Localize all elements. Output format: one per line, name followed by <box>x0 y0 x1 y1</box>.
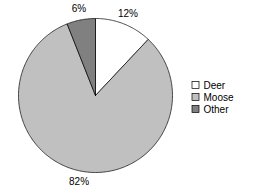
svg-text:Moose: Moose <box>204 92 234 103</box>
svg-text:Other: Other <box>204 104 230 115</box>
svg-text:12%: 12% <box>118 8 138 19</box>
svg-text:6%: 6% <box>72 3 87 14</box>
svg-text:Deer: Deer <box>204 80 226 91</box>
svg-text:82%: 82% <box>69 176 89 187</box>
